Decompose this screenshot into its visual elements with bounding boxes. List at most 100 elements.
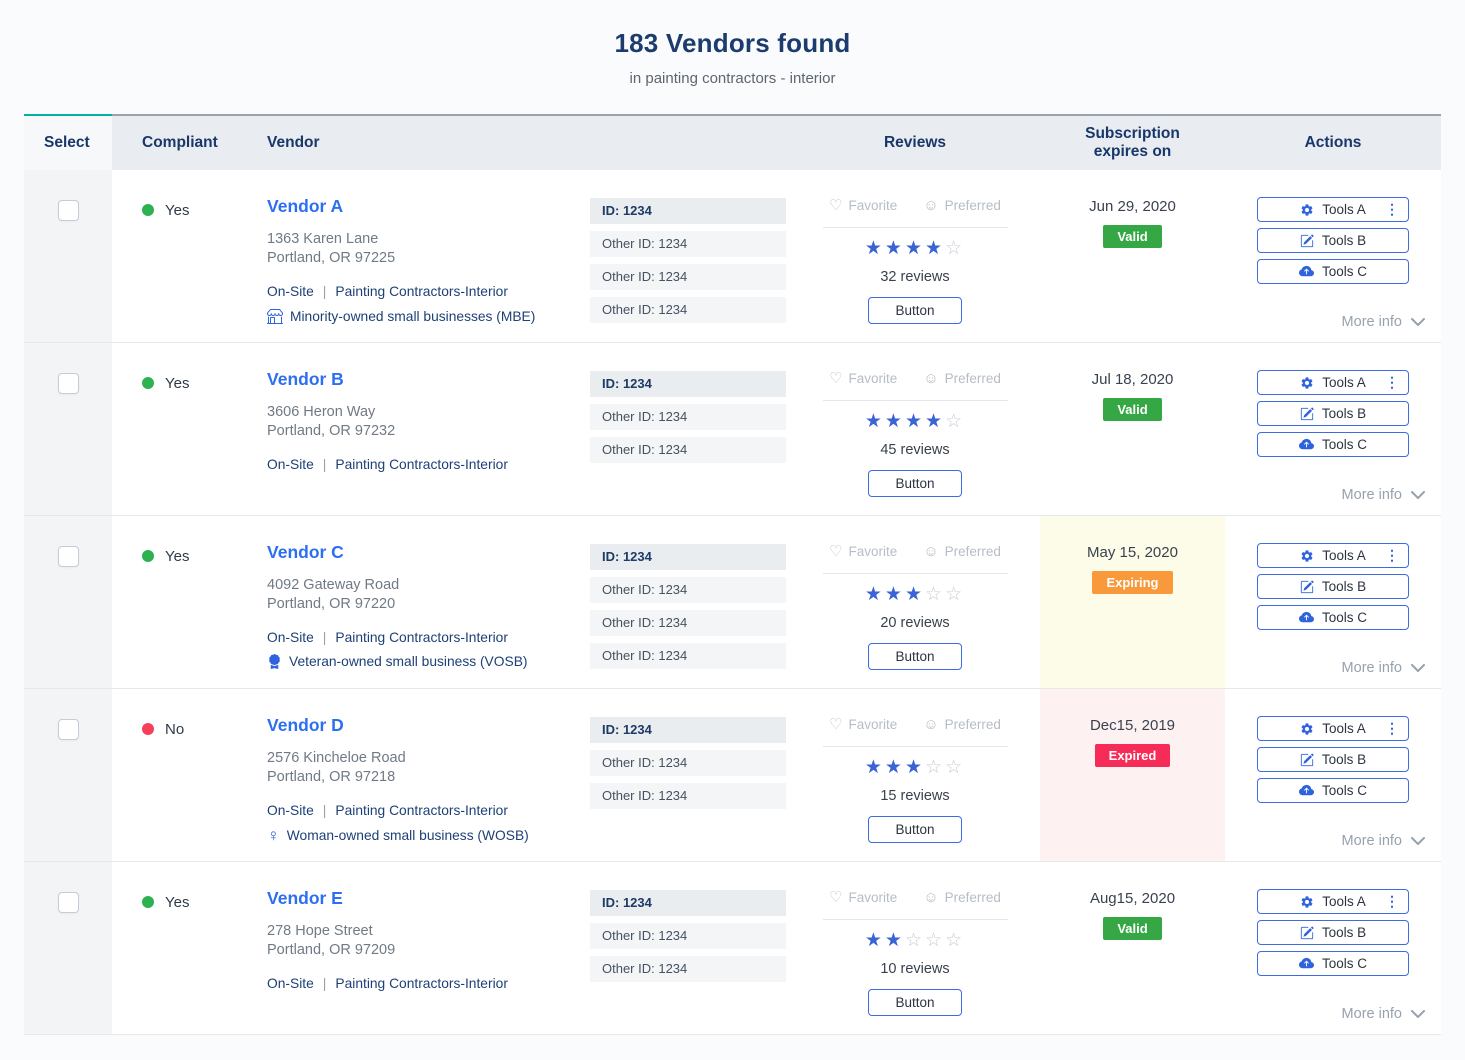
star-filled-icon: ★	[925, 238, 946, 259]
subscription-date: Dec15, 2019	[1089, 717, 1176, 734]
service-category-label: Painting Contractors-Interior	[335, 803, 508, 819]
address-line-2: Portland, OR 97209	[267, 942, 396, 959]
other-id: Other ID: 1234	[590, 437, 786, 463]
vendor-name-link[interactable]: Vendor E	[267, 888, 343, 908]
service-type-label: On-Site	[267, 284, 314, 300]
tools-a-button[interactable]: Tools A ⋮	[1257, 716, 1409, 741]
cloud-upload-icon	[1298, 264, 1314, 279]
star-rating: ★★★★☆	[865, 412, 965, 431]
subscription-status-badge: Valid	[1103, 917, 1162, 940]
vendor-row: Yes Vendor B 3606 Heron Way Portland, OR…	[24, 343, 1441, 516]
preferred-toggle[interactable]: ☺ Preferred	[923, 544, 1001, 559]
favorite-toggle[interactable]: ♡ Favorite	[829, 371, 897, 386]
other-id: Other ID: 1234	[590, 231, 786, 257]
review-button[interactable]: Button	[868, 643, 962, 670]
tools-c-label: Tools C	[1321, 610, 1367, 625]
tools-b-button[interactable]: Tools B	[1257, 747, 1409, 772]
tools-c-button[interactable]: Tools C	[1257, 778, 1409, 803]
kebab-menu-icon[interactable]: ⋮	[1385, 374, 1399, 390]
review-button[interactable]: Button	[868, 989, 962, 1016]
other-id: Other ID: 1234	[590, 264, 786, 290]
edit-icon	[1300, 406, 1314, 421]
tools-a-button[interactable]: Tools A ⋮	[1257, 197, 1409, 222]
subscription-status-badge: Valid	[1103, 225, 1162, 248]
more-info-link[interactable]: More info	[1342, 833, 1425, 849]
vendor-name-link[interactable]: Vendor A	[267, 196, 344, 216]
more-info-link[interactable]: More info	[1342, 660, 1425, 676]
tools-a-button[interactable]: Tools A ⋮	[1257, 889, 1409, 914]
tools-b-button[interactable]: Tools B	[1257, 574, 1409, 599]
subscription-date: May 15, 2020	[1087, 544, 1178, 561]
select-checkbox[interactable]	[57, 719, 79, 740]
other-id: Other ID: 1234	[590, 404, 786, 430]
review-button[interactable]: Button	[868, 297, 962, 324]
vendor-name-link[interactable]: Vendor B	[267, 369, 344, 389]
edit-icon	[1300, 579, 1314, 594]
vendor-info-cell: Vendor E 278 Hope Street Portland, OR 97…	[267, 862, 590, 1034]
tools-a-label: Tools A	[1322, 721, 1366, 736]
id-list: ID: 1234 Other ID: 1234 Other ID: 1234	[590, 689, 790, 861]
star-empty-icon: ☆	[925, 584, 946, 605]
tools-c-button[interactable]: Tools C	[1257, 259, 1409, 284]
preferred-toggle[interactable]: ☺ Preferred	[923, 890, 1001, 905]
kebab-menu-icon[interactable]: ⋮	[1385, 201, 1399, 217]
ownership-line: Veteran-owned small business (VOSB)	[267, 654, 590, 670]
pipe-separator: |	[322, 457, 327, 473]
star-empty-icon: ☆	[925, 757, 946, 778]
vendor-name-link[interactable]: Vendor C	[267, 542, 344, 562]
smiley-icon: ☺	[923, 543, 939, 560]
preferred-toggle[interactable]: ☺ Preferred	[923, 717, 1001, 732]
address-line-1: 278 Hope Street	[267, 923, 373, 939]
heart-icon: ♡	[829, 889, 843, 906]
more-info-link[interactable]: More info	[1342, 1006, 1425, 1022]
kebab-menu-icon[interactable]: ⋮	[1385, 547, 1399, 563]
kebab-menu-icon[interactable]: ⋮	[1385, 720, 1399, 736]
compliance-status-dot	[142, 550, 154, 562]
more-info-label: More info	[1341, 660, 1402, 676]
select-checkbox[interactable]	[57, 546, 79, 567]
tools-c-button[interactable]: Tools C	[1257, 951, 1409, 976]
star-empty-icon: ☆	[945, 411, 966, 432]
select-checkbox[interactable]	[57, 373, 79, 394]
column-header-ids	[590, 114, 790, 170]
service-category-label: Painting Contractors-Interior	[335, 976, 508, 992]
tools-c-button[interactable]: Tools C	[1257, 605, 1409, 630]
compliance-label: Yes	[165, 548, 190, 565]
tools-a-button[interactable]: Tools A ⋮	[1257, 543, 1409, 568]
tools-b-button[interactable]: Tools B	[1257, 228, 1409, 253]
tools-c-button[interactable]: Tools C	[1257, 432, 1409, 457]
preferred-label: Preferred	[944, 544, 1001, 559]
favorite-toggle[interactable]: ♡ Favorite	[829, 717, 897, 732]
tools-a-label: Tools A	[1322, 375, 1366, 390]
tools-c-label: Tools C	[1321, 956, 1367, 971]
star-filled-icon: ★	[904, 584, 926, 605]
subscription-cell: Dec15, 2019 Expired	[1040, 689, 1225, 861]
service-category-label: Painting Contractors-Interior	[335, 630, 508, 646]
smiley-icon: ☺	[923, 716, 939, 733]
review-button[interactable]: Button	[868, 470, 962, 497]
gear-icon	[1300, 203, 1314, 217]
kebab-menu-icon[interactable]: ⋮	[1385, 893, 1399, 909]
chevron-down-icon	[1411, 663, 1425, 672]
vendor-name-link[interactable]: Vendor D	[267, 715, 344, 735]
pipe-separator: |	[322, 976, 327, 992]
select-checkbox[interactable]	[57, 892, 79, 913]
preferred-toggle[interactable]: ☺ Preferred	[923, 198, 1001, 213]
tools-b-button[interactable]: Tools B	[1257, 920, 1409, 945]
review-button[interactable]: Button	[868, 816, 962, 843]
compliance-status-dot	[142, 377, 154, 389]
favorite-toggle[interactable]: ♡ Favorite	[829, 890, 897, 905]
star-filled-icon: ★	[864, 757, 885, 778]
select-checkbox[interactable]	[57, 200, 79, 221]
service-category-label: Painting Contractors-Interior	[335, 457, 508, 473]
column-header-reviews: Reviews	[790, 114, 1040, 170]
tools-a-button[interactable]: Tools A ⋮	[1257, 370, 1409, 395]
more-info-link[interactable]: More info	[1342, 487, 1425, 503]
subscription-date: Aug15, 2020	[1089, 890, 1176, 907]
favorite-toggle[interactable]: ♡ Favorite	[829, 544, 897, 559]
compliance-status-dot	[142, 896, 154, 908]
tools-b-button[interactable]: Tools B	[1257, 401, 1409, 426]
more-info-link[interactable]: More info	[1342, 314, 1425, 330]
favorite-toggle[interactable]: ♡ Favorite	[829, 198, 897, 213]
preferred-toggle[interactable]: ☺ Preferred	[923, 371, 1001, 386]
